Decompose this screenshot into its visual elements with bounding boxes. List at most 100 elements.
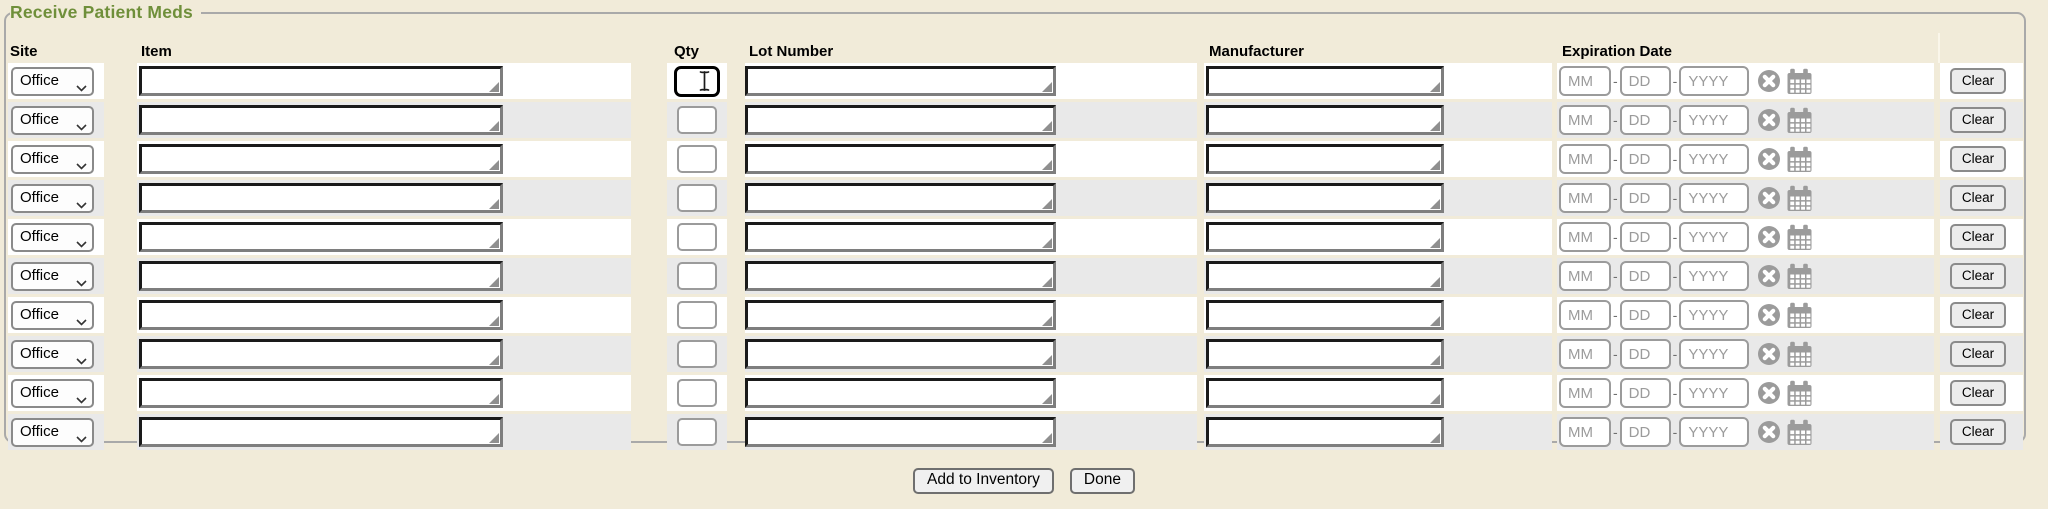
resize-grip-icon[interactable] [1042,316,1052,326]
expiration-year-input[interactable] [1679,339,1750,369]
manufacturer-input[interactable] [1206,300,1444,330]
qty-input[interactable] [677,301,717,329]
calendar-icon[interactable] [1786,68,1813,95]
item-input[interactable] [139,417,503,447]
expiration-month-input[interactable] [1559,183,1611,213]
calendar-icon[interactable] [1786,341,1813,368]
x-circle-icon[interactable] [1757,108,1781,132]
expiration-day-input[interactable] [1619,222,1671,252]
site-select[interactable]: Office [11,66,94,96]
qty-input[interactable] [677,145,717,173]
manufacturer-input[interactable] [1206,261,1444,291]
expiration-day-input[interactable] [1619,183,1671,213]
resize-grip-icon[interactable] [1430,82,1440,92]
resize-grip-icon[interactable] [1042,355,1052,365]
resize-grip-icon[interactable] [489,277,499,287]
resize-grip-icon[interactable] [489,355,499,365]
resize-grip-icon[interactable] [1042,82,1052,92]
site-select[interactable]: Office [11,105,94,135]
qty-input[interactable] [677,262,717,290]
resize-grip-icon[interactable] [489,394,499,404]
qty-input[interactable] [677,340,717,368]
item-input[interactable] [139,300,503,330]
expiration-day-input[interactable] [1619,66,1671,96]
qty-input[interactable] [677,223,717,251]
qty-input[interactable] [677,418,717,446]
expiration-month-input[interactable] [1559,66,1611,96]
lot-number-input[interactable] [745,300,1056,330]
expiration-month-input[interactable] [1559,261,1611,291]
site-select[interactable]: Office [11,144,94,174]
resize-grip-icon[interactable] [1430,121,1440,131]
resize-grip-icon[interactable] [1430,160,1440,170]
x-circle-icon[interactable] [1757,420,1781,444]
site-select[interactable]: Office [11,183,94,213]
expiration-day-input[interactable] [1619,144,1671,174]
lot-number-input[interactable] [745,261,1056,291]
expiration-day-input[interactable] [1619,300,1671,330]
x-circle-icon[interactable] [1757,381,1781,405]
calendar-icon[interactable] [1786,224,1813,251]
resize-grip-icon[interactable] [489,199,499,209]
expiration-month-input[interactable] [1559,378,1611,408]
calendar-icon[interactable] [1786,185,1813,212]
qty-input[interactable] [674,65,720,97]
expiration-year-input[interactable] [1679,300,1750,330]
expiration-day-input[interactable] [1619,417,1671,447]
item-input[interactable] [139,183,503,213]
item-input[interactable] [139,144,503,174]
resize-grip-icon[interactable] [1430,394,1440,404]
qty-input[interactable] [677,106,717,134]
manufacturer-input[interactable] [1206,105,1444,135]
resize-grip-icon[interactable] [1430,316,1440,326]
resize-grip-icon[interactable] [1042,121,1052,131]
expiration-day-input[interactable] [1619,339,1671,369]
resize-grip-icon[interactable] [1430,199,1440,209]
resize-grip-icon[interactable] [1430,277,1440,287]
clear-row-button[interactable]: Clear [1950,224,2006,250]
expiration-year-input[interactable] [1679,183,1750,213]
expiration-month-input[interactable] [1559,300,1611,330]
expiration-year-input[interactable] [1679,417,1750,447]
resize-grip-icon[interactable] [1042,199,1052,209]
x-circle-icon[interactable] [1757,303,1781,327]
resize-grip-icon[interactable] [489,160,499,170]
resize-grip-icon[interactable] [1430,433,1440,443]
manufacturer-input[interactable] [1206,144,1444,174]
calendar-icon[interactable] [1786,107,1813,134]
clear-row-button[interactable]: Clear [1950,146,2006,172]
qty-input[interactable] [677,379,717,407]
resize-grip-icon[interactable] [489,121,499,131]
done-button[interactable]: Done [1069,468,1135,494]
resize-grip-icon[interactable] [1042,238,1052,248]
x-circle-icon[interactable] [1757,342,1781,366]
resize-grip-icon[interactable] [489,82,499,92]
item-input[interactable] [139,261,503,291]
manufacturer-input[interactable] [1206,378,1444,408]
expiration-month-input[interactable] [1559,417,1611,447]
item-input[interactable] [139,66,503,96]
item-input[interactable] [139,378,503,408]
calendar-icon[interactable] [1786,263,1813,290]
resize-grip-icon[interactable] [489,238,499,248]
item-input[interactable] [139,339,503,369]
calendar-icon[interactable] [1786,302,1813,329]
expiration-month-input[interactable] [1559,105,1611,135]
x-circle-icon[interactable] [1757,147,1781,171]
expiration-year-input[interactable] [1679,144,1750,174]
expiration-year-input[interactable] [1679,261,1750,291]
site-select[interactable]: Office [11,222,94,252]
item-input[interactable] [139,105,503,135]
qty-input[interactable] [677,184,717,212]
resize-grip-icon[interactable] [1042,160,1052,170]
calendar-icon[interactable] [1786,146,1813,173]
clear-row-button[interactable]: Clear [1950,341,2006,367]
resize-grip-icon[interactable] [489,316,499,326]
lot-number-input[interactable] [745,339,1056,369]
expiration-month-input[interactable] [1559,144,1611,174]
manufacturer-input[interactable] [1206,417,1444,447]
manufacturer-input[interactable] [1206,66,1444,96]
lot-number-input[interactable] [745,417,1056,447]
expiration-year-input[interactable] [1679,105,1750,135]
expiration-month-input[interactable] [1559,222,1611,252]
